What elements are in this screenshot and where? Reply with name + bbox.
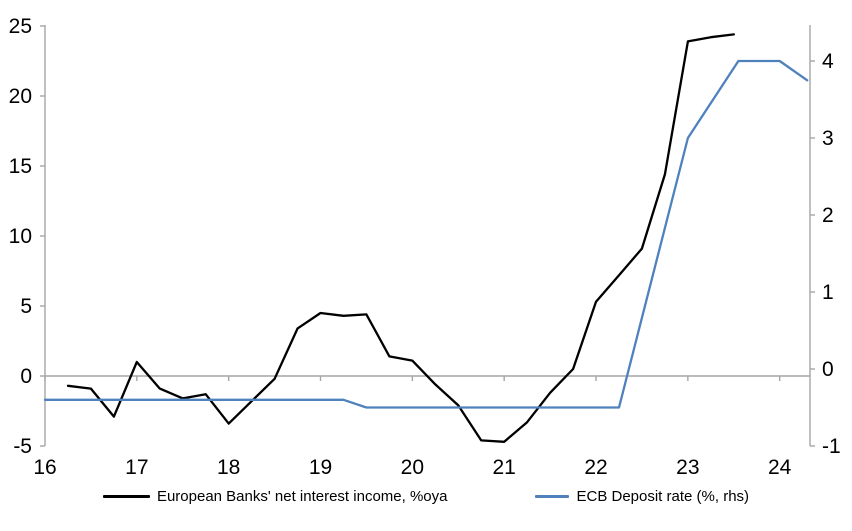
right-axis-tick-label: 1	[822, 281, 834, 304]
x-axis-tick-label: 22	[584, 456, 607, 479]
left-axis-tick-label: 15	[9, 155, 32, 178]
x-axis-tick-label: 19	[309, 456, 332, 479]
x-axis-tick-label: 16	[33, 456, 56, 479]
right-axis-tick-label: 2	[822, 204, 834, 227]
left-axis-tick-label: 5	[20, 295, 32, 318]
left-axis-tick-label: 10	[9, 225, 32, 248]
right-axis-tick-label: 3	[822, 127, 834, 150]
left-axis-tick-label: 25	[9, 15, 32, 38]
x-axis-tick-label: 17	[125, 456, 148, 479]
series-line-ecb-deposit-rate	[43, 59, 809, 409]
left-axis-tick-label: 20	[9, 85, 32, 108]
legend-label-ecb-deposit-rate: ECB Deposit rate (%, rhs)	[576, 488, 750, 505]
series-line-net-interest-income	[66, 33, 735, 443]
right-axis-tick-label: 4	[822, 50, 834, 73]
legend-line-sample-black	[102, 495, 150, 498]
left-axis: 25 20 15 10 5 0 -5	[9, 15, 46, 458]
legend-item-net-interest-income: European Banks' net interest income, %oy…	[102, 488, 448, 505]
x-axis-tick-label: 21	[493, 456, 516, 479]
right-axis-tick-label: 0	[822, 358, 834, 381]
x-axis-tick-label: 23	[676, 456, 699, 479]
right-axis: 4 3 2 1 0 -1	[809, 25, 841, 458]
left-axis-tick-label: 0	[20, 365, 32, 388]
legend-line-sample-blue	[535, 495, 570, 498]
legend-label-net-interest-income: European Banks' net interest income, %oy…	[156, 488, 448, 505]
x-axis-tick-label: 20	[401, 456, 424, 479]
legend-item-ecb-deposit-rate: ECB Deposit rate (%, rhs)	[535, 488, 749, 505]
left-axis-tick-label: -5	[13, 435, 32, 458]
x-axis-labels: 16 17 18 19 20 21 22 23 24	[33, 456, 791, 479]
chart-legend: European Banks' net interest income, %oy…	[0, 488, 852, 505]
right-axis-tick-label: -1	[822, 435, 841, 458]
x-axis-tick-label: 18	[217, 456, 240, 479]
x-axis-tick-label: 24	[768, 456, 792, 479]
